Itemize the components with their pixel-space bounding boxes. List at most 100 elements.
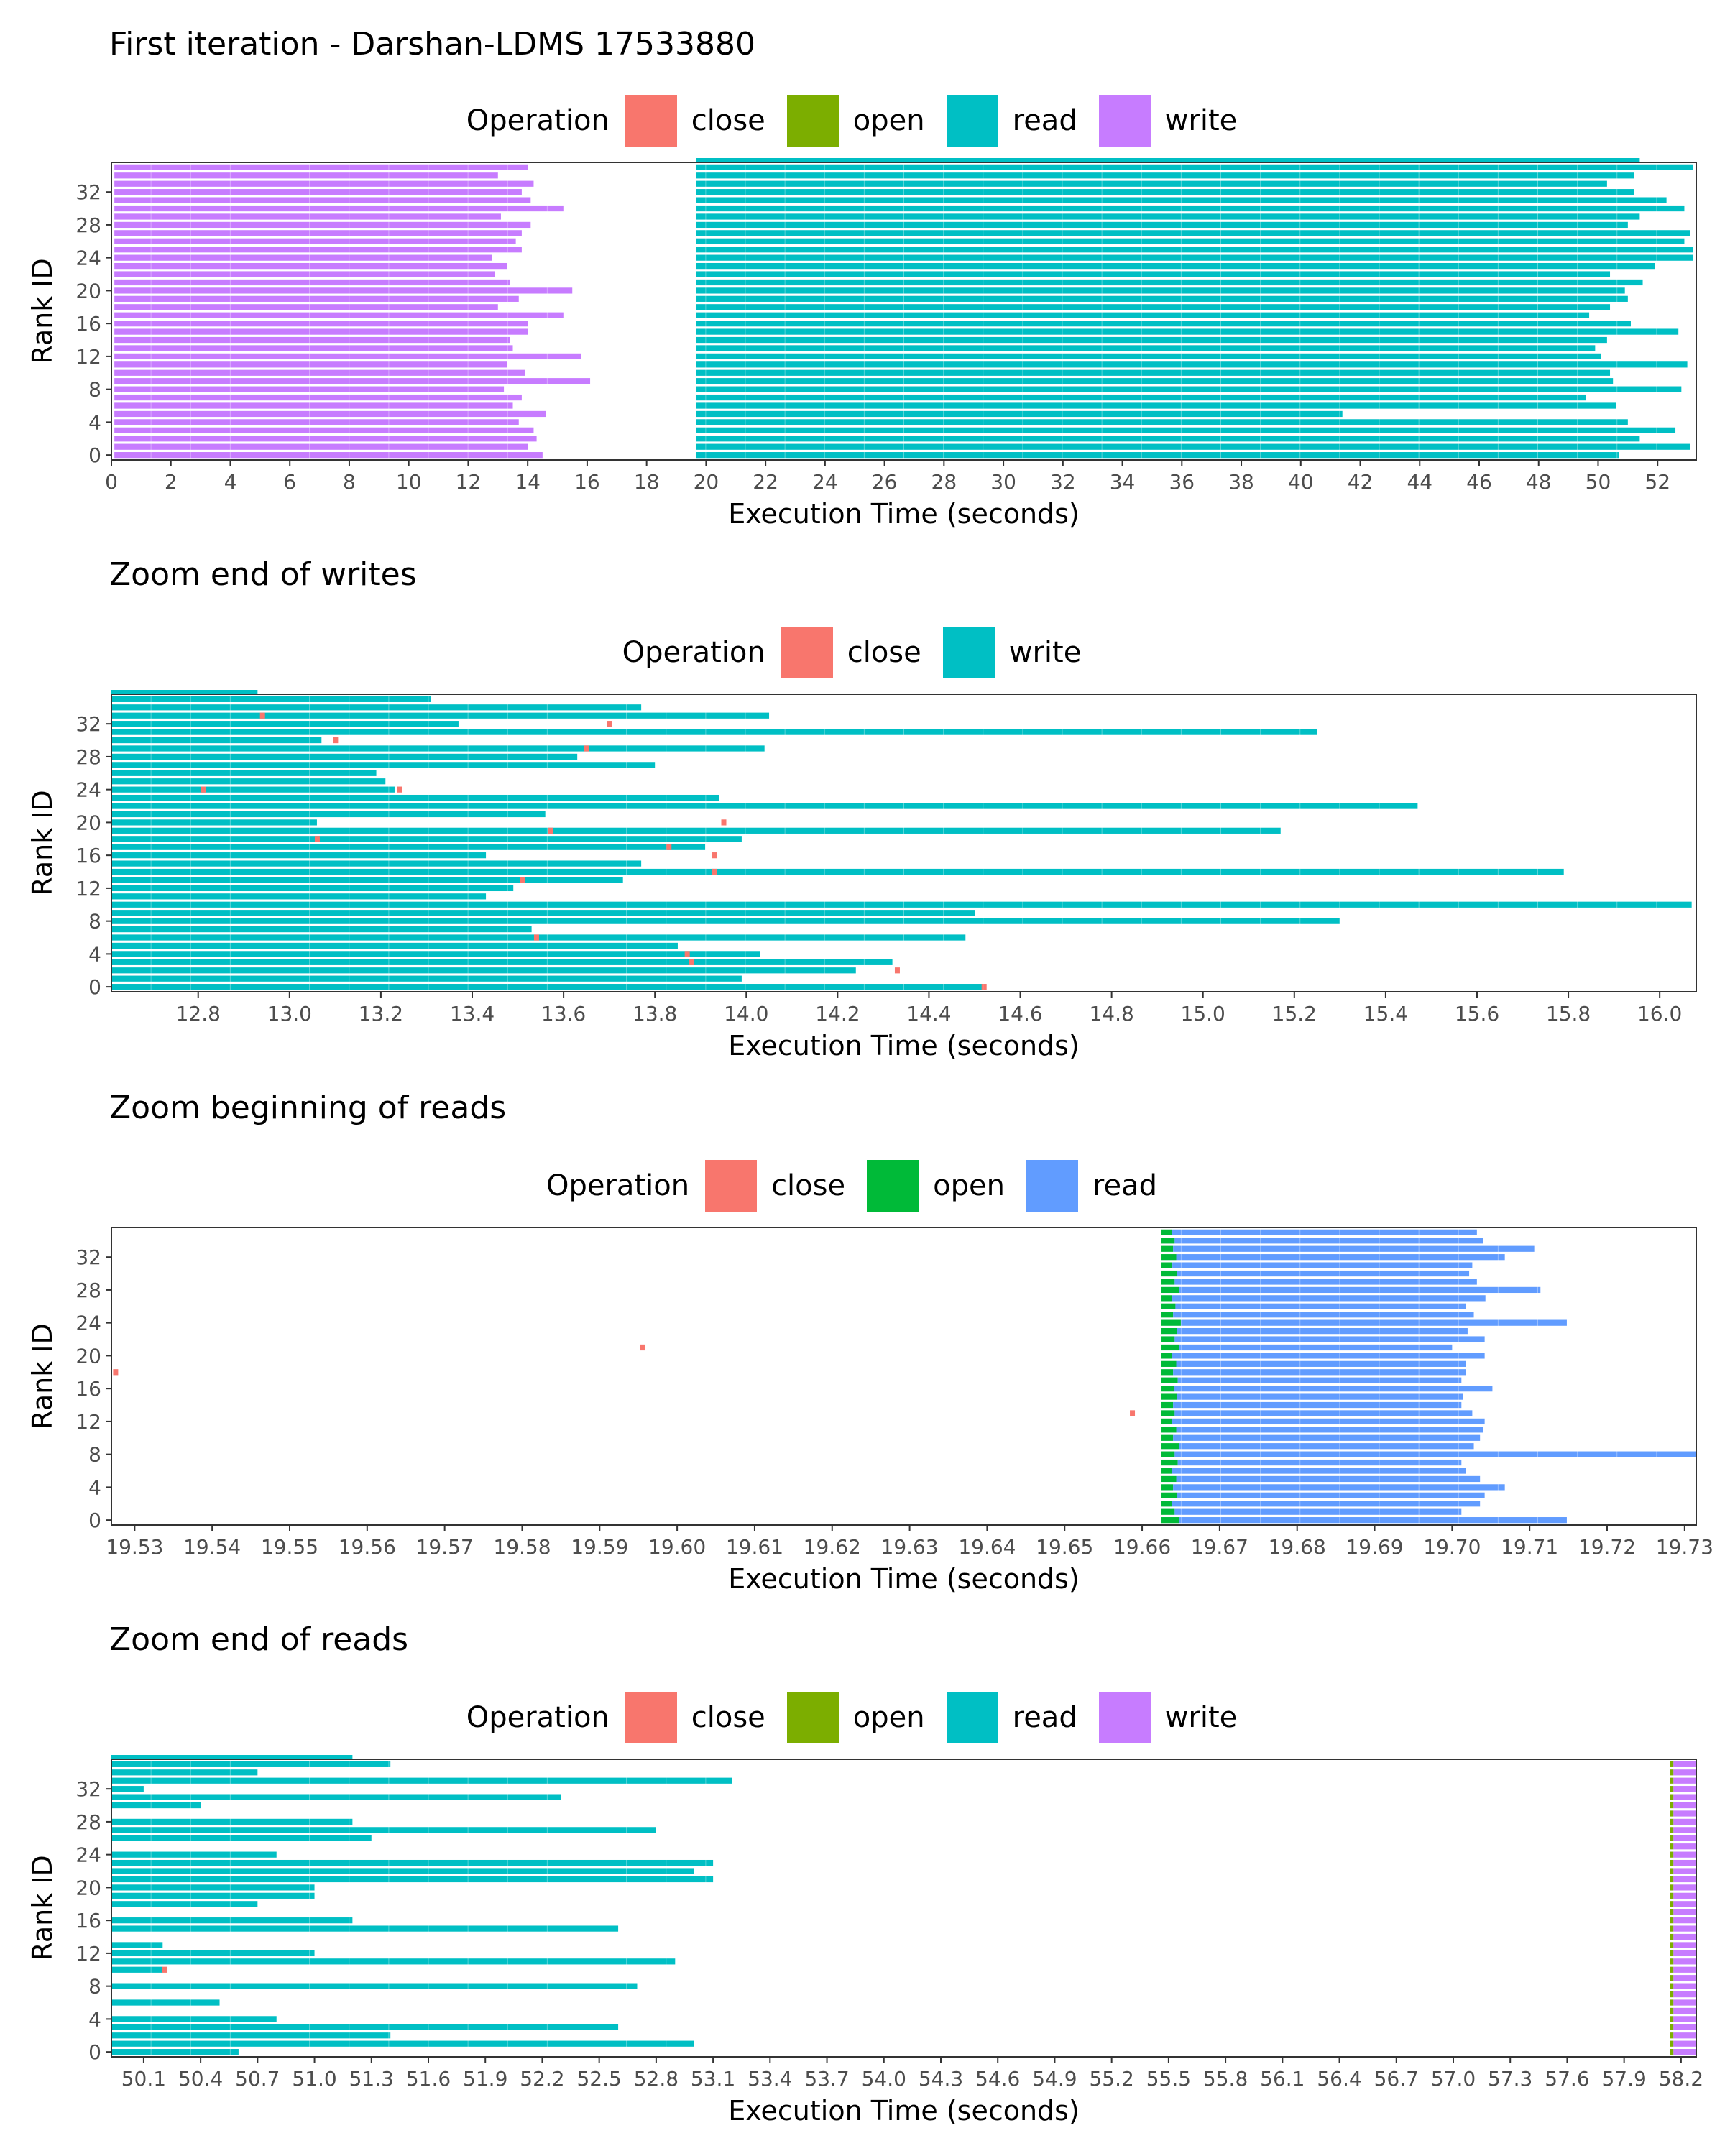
x-tick-label: 15.0 bbox=[1181, 1002, 1225, 1026]
y-tick-label: 20 bbox=[75, 279, 101, 303]
read-bar bbox=[696, 328, 1679, 335]
read-bar bbox=[696, 312, 1590, 318]
close-mark bbox=[666, 844, 672, 850]
legend-item-close: close bbox=[781, 627, 921, 678]
x-tick-label: 16.0 bbox=[1637, 1002, 1682, 1026]
y-tick-label: 8 bbox=[88, 910, 101, 934]
y-tick-label: 20 bbox=[75, 1344, 101, 1368]
read-bar bbox=[696, 436, 1640, 442]
legend-item-write: write bbox=[1098, 95, 1237, 147]
y-tick-label: 32 bbox=[75, 1777, 101, 1801]
read-bar bbox=[1172, 1229, 1477, 1235]
write-bar bbox=[114, 304, 498, 310]
close-mark bbox=[684, 951, 690, 957]
read-bar bbox=[1173, 1312, 1474, 1318]
open-bar bbox=[1670, 2040, 1674, 2047]
write-bar bbox=[111, 786, 395, 793]
open-bar bbox=[1670, 2024, 1674, 2030]
x-tick-label: 13.2 bbox=[359, 1002, 403, 1026]
read-bar bbox=[1175, 1303, 1466, 1309]
x-tick-label: 0 bbox=[105, 470, 118, 494]
write-bar bbox=[1673, 1966, 1696, 1973]
open-bar bbox=[1670, 1777, 1674, 1784]
x-tick-label: 46 bbox=[1466, 470, 1492, 494]
legend-label-read: read bbox=[1012, 104, 1077, 137]
x-tick-label: 30 bbox=[990, 470, 1016, 494]
write-bar bbox=[114, 172, 498, 179]
x-tick-label: 54.6 bbox=[975, 2067, 1020, 2091]
read-bar bbox=[1177, 1492, 1485, 1498]
open-bar bbox=[1162, 1517, 1179, 1524]
read-bar bbox=[1173, 1434, 1481, 1441]
open-bar bbox=[1670, 1851, 1674, 1858]
y-tick-label: 0 bbox=[88, 2040, 101, 2064]
legend-key-read bbox=[1026, 1160, 1078, 1212]
x-tick-label: 19.61 bbox=[726, 1535, 783, 1559]
open-bar bbox=[1162, 1360, 1177, 1367]
write-bar bbox=[111, 819, 317, 826]
write-bar bbox=[114, 436, 537, 442]
y-tick-label: 4 bbox=[88, 1475, 101, 1499]
open-bar bbox=[1162, 1303, 1176, 1309]
x-tick-label: 14.8 bbox=[1089, 1002, 1133, 1026]
read-bar bbox=[696, 197, 1667, 203]
legend-item-write: write bbox=[1098, 1692, 1237, 1743]
y-tick-label: 12 bbox=[75, 345, 101, 369]
read-bar bbox=[111, 1827, 656, 1833]
write-bar bbox=[114, 312, 564, 318]
x-tick-label: 28 bbox=[932, 470, 957, 494]
x-tick-label: 14.4 bbox=[906, 1002, 951, 1026]
read-bar bbox=[1177, 1393, 1463, 1400]
write-bar bbox=[114, 345, 513, 351]
read-bar bbox=[1174, 1410, 1473, 1416]
y-tick-label: 4 bbox=[88, 942, 101, 966]
write-bar bbox=[1673, 1942, 1696, 1948]
y-tick-label: 16 bbox=[75, 844, 101, 867]
write-bar bbox=[111, 704, 642, 711]
x-tick-label: 50.1 bbox=[121, 2067, 166, 2091]
open-bar bbox=[1670, 1925, 1674, 1932]
open-bar bbox=[1670, 1786, 1674, 1792]
y-tick-label: 12 bbox=[75, 877, 101, 900]
y-tick-label: 24 bbox=[75, 1843, 101, 1867]
x-tick-label: 19.72 bbox=[1578, 1535, 1636, 1559]
read-bar bbox=[1174, 1508, 1462, 1515]
read-bar bbox=[1176, 1427, 1484, 1433]
write-bar bbox=[111, 893, 487, 900]
y-tick-label: 20 bbox=[75, 811, 101, 834]
y-tick-label: 0 bbox=[88, 443, 101, 467]
write-bar bbox=[114, 197, 531, 203]
x-tick-label: 56.1 bbox=[1260, 2067, 1305, 2091]
write-bar bbox=[1673, 2040, 1696, 2047]
read-bar bbox=[696, 230, 1690, 236]
write-bar bbox=[1673, 1983, 1696, 1989]
open-bar bbox=[1670, 1843, 1674, 1850]
read-bar bbox=[696, 386, 1682, 392]
write-bar bbox=[111, 868, 1564, 875]
x-tick-label: 2 bbox=[165, 470, 178, 494]
close-mark bbox=[314, 836, 320, 842]
read-bar bbox=[696, 180, 1607, 187]
open-bar bbox=[1162, 1279, 1175, 1285]
write-bar bbox=[111, 770, 377, 776]
open-bar bbox=[1670, 1769, 1674, 1776]
legend: Operation close open read write bbox=[0, 93, 1725, 148]
open-bar bbox=[1670, 1975, 1674, 1981]
open-bar bbox=[1670, 1901, 1674, 1907]
write-bar bbox=[114, 361, 507, 368]
open-bar bbox=[1670, 1950, 1674, 1957]
write-bar bbox=[111, 753, 578, 760]
read-bar bbox=[111, 1983, 638, 1989]
read-bar bbox=[111, 1892, 315, 1899]
write-bar bbox=[1673, 1859, 1696, 1866]
x-tick-label: 20 bbox=[694, 470, 719, 494]
read-bar bbox=[696, 221, 1628, 229]
chart-panel-first-iteration: First iteration - Darshan-LDMS 17533880 … bbox=[0, 0, 1725, 546]
x-tick-label: 18 bbox=[634, 470, 660, 494]
read-bar bbox=[1173, 1401, 1462, 1409]
open-bar bbox=[1162, 1386, 1174, 1392]
gantt-plot: 0 4 8 12 16 20 24 28 32 19.53 19.54 19.55 19.56 19.57… bbox=[27, 1227, 1714, 1595]
write-bar bbox=[111, 844, 706, 850]
read-bar bbox=[111, 1794, 561, 1800]
write-bar bbox=[1673, 1999, 1696, 2006]
